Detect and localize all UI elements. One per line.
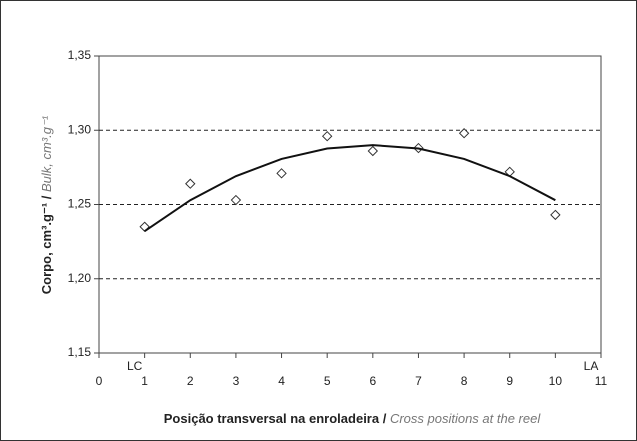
x-tick-label: 7 <box>415 374 422 388</box>
x-tick-label: 8 <box>461 374 468 388</box>
x-tick-label: 9 <box>506 374 513 388</box>
data-point <box>367 145 379 157</box>
data-point <box>276 168 287 179</box>
data-point <box>185 178 196 189</box>
trend-line <box>144 144 556 233</box>
data-point <box>458 128 470 139</box>
data-point <box>230 194 242 206</box>
y-tick-label: 1,20 <box>68 271 92 285</box>
data-point <box>550 209 561 221</box>
x-tick-label: 0 <box>96 374 103 388</box>
data-point <box>321 130 333 142</box>
y-tick-label: 1,25 <box>68 197 92 211</box>
x-axis-label: Posição transversal na enroladeira / Cro… <box>164 411 542 426</box>
x-tick-label: 3 <box>233 374 240 388</box>
x-label-main: Posição transversal na enroladeira / <box>164 411 390 426</box>
x-label-italic: Cross positions at the reel <box>390 411 541 426</box>
annotation: LC <box>127 359 143 373</box>
x-tick-label: 2 <box>187 374 194 388</box>
x-tick-label: 11 <box>595 374 608 388</box>
x-tick-label: 4 <box>278 374 285 388</box>
y-label-italic: Bulk, cm³.g⁻¹ <box>39 115 54 192</box>
y-axis-label: Corpo, cm³.g⁻¹ / Bulk, cm³.g⁻¹ <box>39 115 54 294</box>
y-tick-label: 1,30 <box>68 122 92 136</box>
x-tick-label: 5 <box>324 374 331 388</box>
annotation: LA <box>584 359 599 373</box>
x-tick-label: 6 <box>369 374 376 388</box>
x-tick-label: 1 <box>141 374 148 388</box>
y-tick-label: 1,15 <box>68 345 92 359</box>
x-tick-label: 10 <box>549 374 563 388</box>
y-label-main: Corpo, cm³.g⁻¹ / <box>39 192 54 294</box>
y-tick-label: 1,35 <box>68 48 92 62</box>
